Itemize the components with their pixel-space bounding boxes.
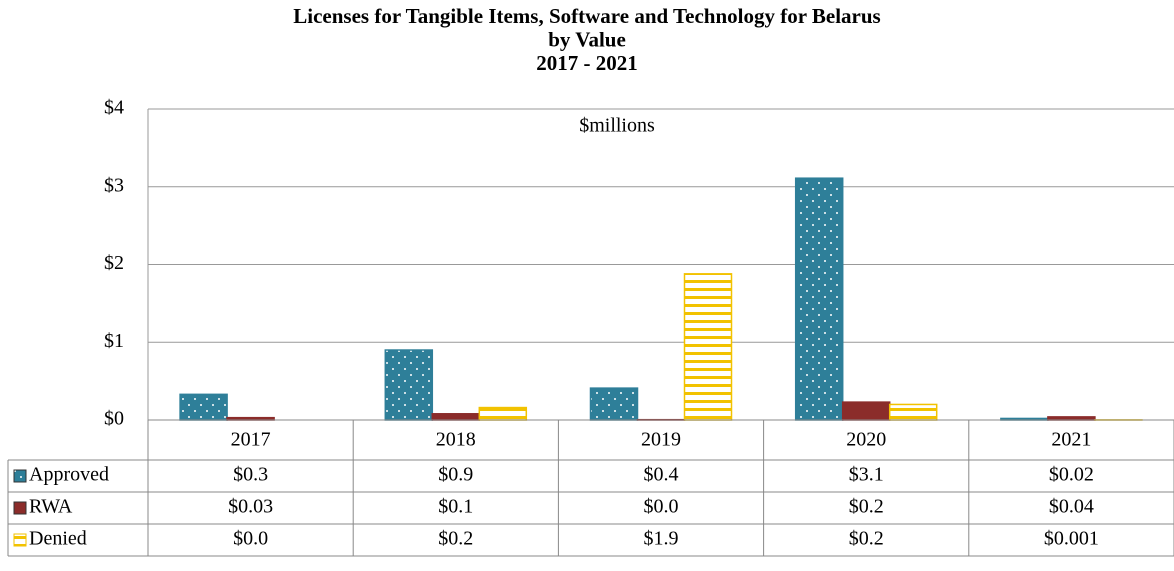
bar (794, 177, 844, 421)
x-tick-label: 2020 (846, 429, 886, 451)
y-tick-label: $0 (104, 408, 124, 430)
data-label: $0.4 (644, 464, 679, 486)
legend-label: Approved (29, 464, 109, 486)
x-tick-label: 2018 (436, 429, 476, 451)
data-label: $0.03 (228, 496, 273, 518)
x-tick-label: 2021 (1051, 429, 1091, 451)
data-label: $1.9 (644, 528, 679, 550)
data-label: $0.2 (438, 528, 473, 550)
bar (888, 403, 938, 421)
legend-marker (13, 469, 27, 483)
bar (589, 387, 639, 421)
chart-title: Licenses for Tangible Items, Software an… (293, 4, 880, 28)
data-label: $0.2 (849, 496, 884, 518)
y-tick-label: $3 (104, 174, 124, 196)
y-tick-label: $2 (104, 252, 124, 274)
legend-marker (13, 501, 27, 515)
x-tick-label: 2017 (231, 429, 271, 451)
bar (384, 349, 434, 421)
data-label: $0.0 (233, 528, 268, 550)
data-label: $0.2 (849, 528, 884, 550)
data-label: $0.04 (1049, 496, 1094, 518)
y-tick-label: $4 (104, 97, 124, 119)
data-label: $0.02 (1049, 464, 1094, 486)
legend-label: RWA (29, 496, 73, 518)
legend-label: Denied (29, 528, 87, 550)
legend-marker (13, 533, 27, 547)
chart-subtitle: $millions (579, 115, 655, 137)
data-label: $0.9 (438, 464, 473, 486)
bar (841, 401, 891, 421)
data-label: $0.001 (1044, 528, 1099, 550)
bar (431, 413, 481, 421)
x-tick-label: 2019 (641, 429, 681, 451)
y-tick-label: $1 (104, 330, 124, 352)
bar (683, 273, 733, 421)
data-label: $0.0 (644, 496, 679, 518)
data-label: $3.1 (849, 464, 884, 486)
chart-title: by Value (548, 27, 626, 51)
data-label: $0.1 (438, 496, 473, 518)
data-label: $0.3 (233, 464, 268, 486)
bar (478, 406, 528, 421)
bar (179, 393, 228, 421)
chart-title: 2017 - 2021 (536, 51, 638, 75)
